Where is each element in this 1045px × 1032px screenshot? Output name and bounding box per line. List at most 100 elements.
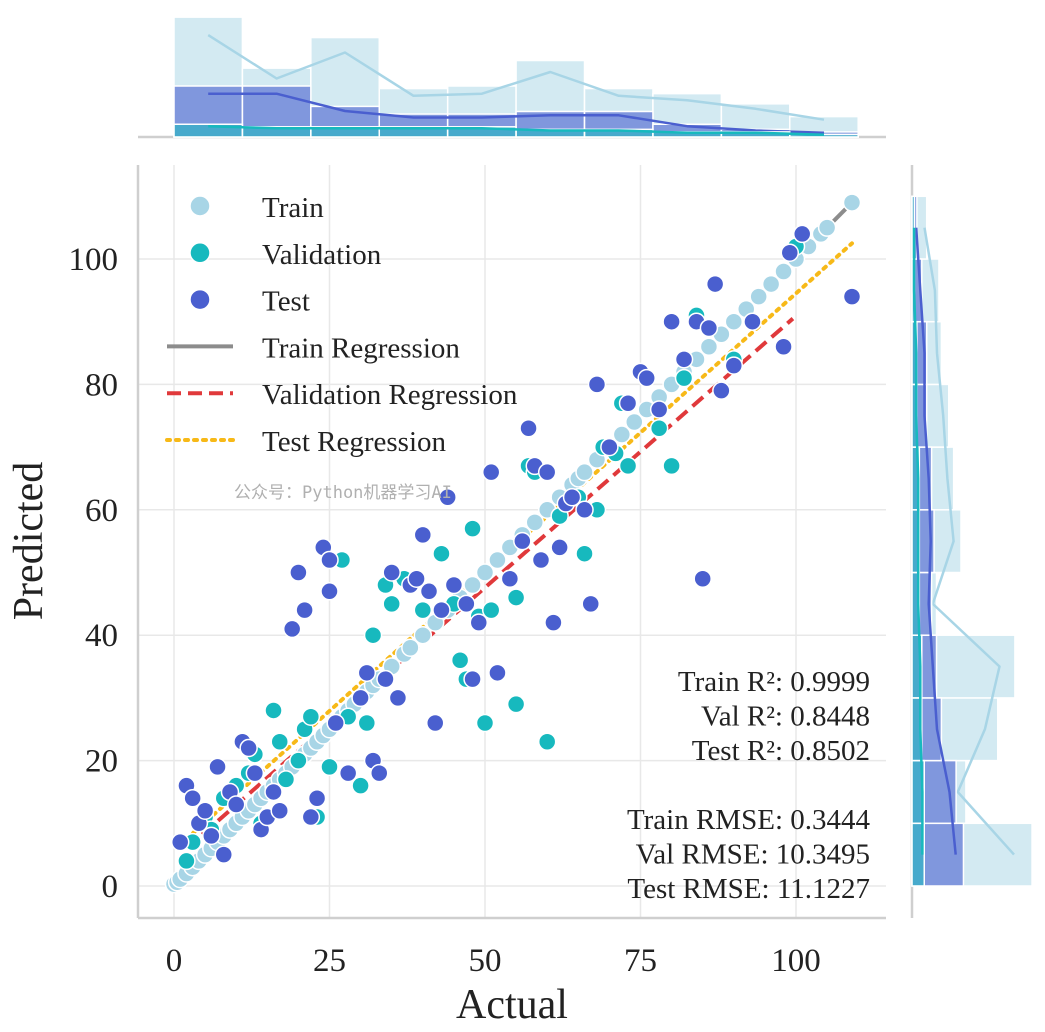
- x-tick-label: 0: [166, 943, 183, 979]
- stat-rmse: Val RMSE: 10.3495: [636, 839, 870, 871]
- train-point: [612, 425, 632, 444]
- test-point: [438, 488, 457, 507]
- test-point: [289, 563, 308, 582]
- test-point: [264, 782, 283, 802]
- top-hist-kde: [208, 124, 825, 137]
- legend-marker: [189, 195, 211, 217]
- validation-point: [382, 594, 401, 614]
- validation-point: [320, 757, 339, 777]
- y-tick-label: 0: [102, 869, 119, 905]
- validation-point: [662, 456, 681, 476]
- stat-r2: Test R²: 0.8502: [692, 735, 870, 767]
- train-point: [817, 218, 837, 237]
- validation-point: [674, 368, 694, 388]
- validation-point: [301, 707, 321, 726]
- test-point: [488, 663, 507, 683]
- test-point: [351, 688, 370, 708]
- validation-point: [413, 600, 433, 620]
- test-point: [705, 274, 725, 294]
- test-point: [581, 594, 600, 614]
- test-point: [457, 594, 476, 614]
- test-point: [513, 531, 532, 551]
- validation-point: [475, 713, 495, 733]
- test-regression-line: [184, 241, 854, 841]
- train-point: [761, 274, 781, 294]
- validation-point: [264, 701, 283, 720]
- train-point: [842, 193, 862, 212]
- stat-r2: Val R²: 0.8448: [701, 701, 870, 733]
- legend-label: Train Regression: [262, 332, 460, 364]
- test-point: [320, 550, 339, 570]
- test-point: [320, 582, 339, 601]
- test-point: [239, 738, 258, 758]
- right-hist-kde: [914, 227, 957, 855]
- train-point: [774, 262, 793, 281]
- test-point: [463, 669, 482, 689]
- legend-marker: [189, 288, 211, 311]
- grid-lines: [138, 165, 886, 918]
- train-point: [525, 513, 545, 532]
- stat-rmse: Train RMSE: 0.3444: [627, 804, 871, 836]
- x-tick-label: 75: [624, 943, 657, 979]
- test-point: [370, 763, 389, 783]
- right-marginal-histogram: [910, 165, 1033, 918]
- watermark: 公众号：Python机器学习AI: [234, 483, 452, 503]
- validation-point: [618, 456, 638, 476]
- y-tick-label: 80: [85, 367, 118, 403]
- y-tick-label: 20: [85, 744, 118, 780]
- y-axis-label: Predicted: [6, 462, 52, 621]
- validation-point: [432, 544, 451, 563]
- test-point: [170, 832, 190, 852]
- test-point: [183, 788, 202, 808]
- validation-point: [649, 419, 669, 438]
- test-point: [444, 575, 464, 595]
- train-point: [488, 550, 507, 570]
- test-point: [531, 550, 551, 570]
- test-point: [295, 600, 314, 620]
- test-point: [712, 381, 731, 400]
- x-tick-label: 50: [469, 943, 502, 979]
- validation-point: [351, 776, 370, 795]
- test-point: [376, 669, 395, 689]
- test-point: [550, 538, 569, 557]
- x-tick-label: 100: [771, 943, 821, 979]
- legend-marker: [189, 242, 211, 264]
- test-point: [425, 713, 445, 733]
- test-point: [562, 488, 582, 507]
- validation-point: [575, 544, 594, 563]
- validation-point: [506, 694, 526, 714]
- test-point: [195, 801, 215, 821]
- validation-point: [506, 588, 526, 607]
- test-point: [575, 500, 594, 520]
- test-point: [407, 569, 426, 589]
- validation-point: [270, 732, 289, 752]
- test-point: [357, 663, 377, 683]
- top-marginal-histogram: [138, 16, 886, 139]
- test-point: [544, 613, 563, 632]
- y-tick-label: 40: [85, 618, 118, 654]
- validation-point: [537, 732, 557, 752]
- test-point: [618, 393, 638, 413]
- test-point: [270, 801, 289, 821]
- test-point: [245, 763, 265, 783]
- train-point: [475, 563, 495, 582]
- y-tick-label: 60: [85, 493, 118, 529]
- test-point: [388, 688, 408, 708]
- stat-rmse: Test RMSE: 11.1227: [627, 873, 870, 905]
- validation-point: [481, 600, 501, 620]
- legend-label: Validation Regression: [262, 379, 518, 411]
- scatter-points: [164, 193, 862, 894]
- train-point: [749, 287, 768, 306]
- validation-point: [276, 770, 296, 789]
- right-hist-kde: [912, 227, 924, 855]
- test-point: [600, 437, 619, 457]
- right-hist-kde: [923, 227, 1015, 856]
- legend: Train Validation Test Train Regression Valid…: [165, 192, 518, 458]
- test-point: [338, 763, 358, 783]
- test-point: [662, 312, 681, 331]
- axes-frame: [136, 165, 886, 920]
- validation-point: [363, 625, 383, 645]
- train-point: [401, 638, 420, 657]
